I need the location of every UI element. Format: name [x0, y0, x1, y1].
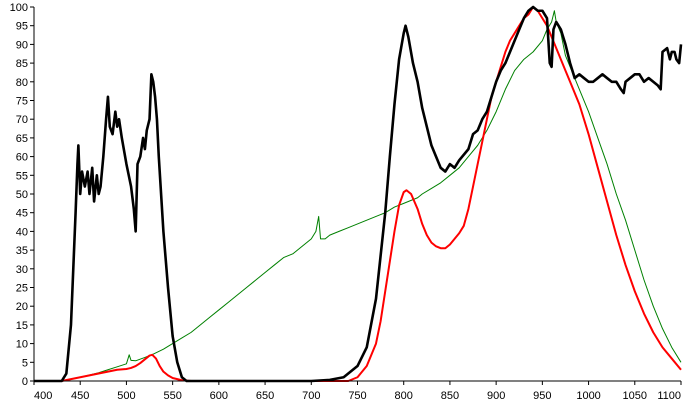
y-tick-label: 25 [16, 283, 28, 295]
x-tick-label: 800 [395, 390, 413, 402]
x-tick-label: 700 [302, 390, 320, 402]
x-tick-label: 500 [117, 390, 135, 402]
y-tick-label: 35 [16, 245, 28, 257]
y-axis-ticks: 0 5 10 15 20 25 30 35 40 45 50 55 60 65 70 75 80 85 90 95 10… [10, 2, 34, 388]
x-tick-label: 450 [71, 390, 89, 402]
y-tick-label: 75 [16, 96, 28, 108]
y-tick-label: 60 [16, 152, 28, 164]
y-tick-label: 20 [16, 301, 28, 313]
y-tick-label: 95 [16, 21, 28, 33]
y-tick-label: 70 [16, 114, 28, 126]
x-tick-label: 1100 [657, 390, 681, 402]
x-tick-label: 1050 [623, 390, 647, 402]
y-tick-label: 80 [16, 77, 28, 89]
x-axis-ticks: 400 450 500 550 600 650 700 750 800 850 900 950 1000… [33, 381, 682, 402]
black-series-line [34, 5, 683, 383]
x-tick-label: 600 [210, 390, 228, 402]
y-tick-label: 5 [22, 357, 28, 369]
x-tick-label: 650 [256, 390, 274, 402]
y-tick-label: 85 [16, 58, 28, 70]
y-tick-label: 90 [16, 39, 28, 51]
y-tick-label: 40 [16, 226, 28, 238]
x-tick-label: 900 [487, 390, 505, 402]
y-tick-label: 15 [16, 320, 28, 332]
y-tick-label: 65 [16, 133, 28, 145]
series-layer [34, 5, 683, 383]
y-tick-label: 0 [22, 376, 28, 388]
y-tick-label: 45 [16, 208, 28, 220]
x-tick-label: 400 [34, 390, 52, 402]
y-tick-label: 55 [16, 170, 28, 182]
x-tick-label: 550 [163, 390, 181, 402]
red-series-line [34, 6, 682, 382]
x-tick-label: 750 [348, 390, 366, 402]
x-tick-label: 950 [533, 390, 551, 402]
x-tick-label: 850 [441, 390, 459, 402]
x-tick-label: 1000 [576, 390, 600, 402]
y-tick-label: 50 [16, 189, 28, 201]
y-tick-label: 10 [16, 339, 28, 351]
y-tick-label: 30 [16, 264, 28, 276]
y-tick-label: 100 [10, 2, 28, 14]
